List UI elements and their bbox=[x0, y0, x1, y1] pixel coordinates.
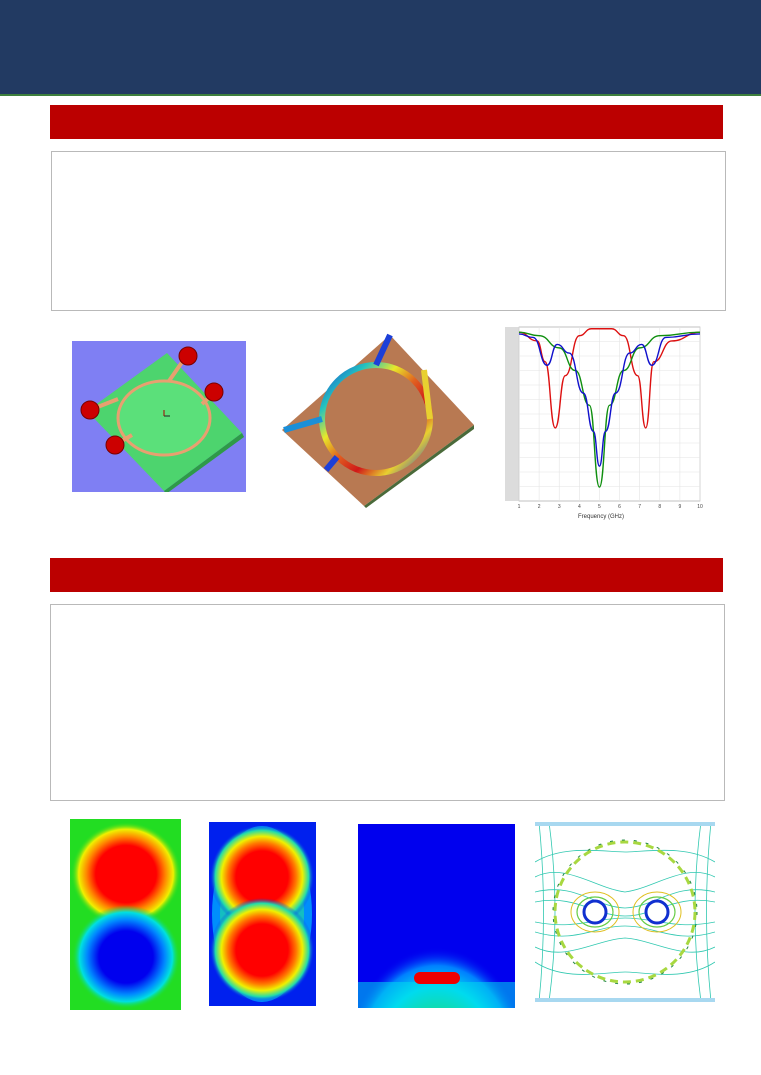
x-axis-label: Frequency (GHz) bbox=[578, 514, 624, 520]
x-tick-label: 1 bbox=[518, 504, 521, 510]
x-tick-label: 3 bbox=[558, 504, 561, 510]
contour-field-map bbox=[535, 822, 715, 1002]
series-line-2 bbox=[518, 331, 701, 488]
section-2-text-box bbox=[50, 604, 725, 801]
surface-current-figure bbox=[282, 333, 474, 508]
x-tick-label: 4 bbox=[578, 504, 581, 510]
x-tick-label: 8 bbox=[658, 504, 661, 510]
x-tick-label: 5 bbox=[598, 504, 601, 510]
x-tick-label: 6 bbox=[618, 504, 621, 510]
chart-series-group bbox=[518, 328, 701, 488]
x-tick-label: 7 bbox=[638, 504, 641, 510]
dumbbell-field-map bbox=[209, 822, 316, 1006]
series-line-3 bbox=[518, 333, 701, 467]
circuit-model-figure bbox=[72, 341, 246, 492]
top-banner bbox=[0, 0, 761, 96]
section-1-text-box bbox=[51, 151, 726, 311]
x-tick-label: 2 bbox=[538, 504, 541, 510]
x-tick-labels: 1 2 3 4 5 6 7 8 9 10 bbox=[518, 504, 703, 510]
section-2-header-bar bbox=[50, 558, 723, 592]
series-line-1 bbox=[518, 328, 701, 429]
x-tick-label: 9 bbox=[678, 504, 681, 510]
s-parameter-chart: 1 2 3 4 5 6 7 8 9 10 Frequency (GHz) bbox=[503, 325, 705, 521]
x-tick-label: 10 bbox=[697, 504, 703, 510]
microstrip-field-map bbox=[358, 824, 515, 1008]
section-1-header-bar bbox=[50, 105, 723, 139]
dipole-field-map bbox=[70, 819, 181, 1010]
